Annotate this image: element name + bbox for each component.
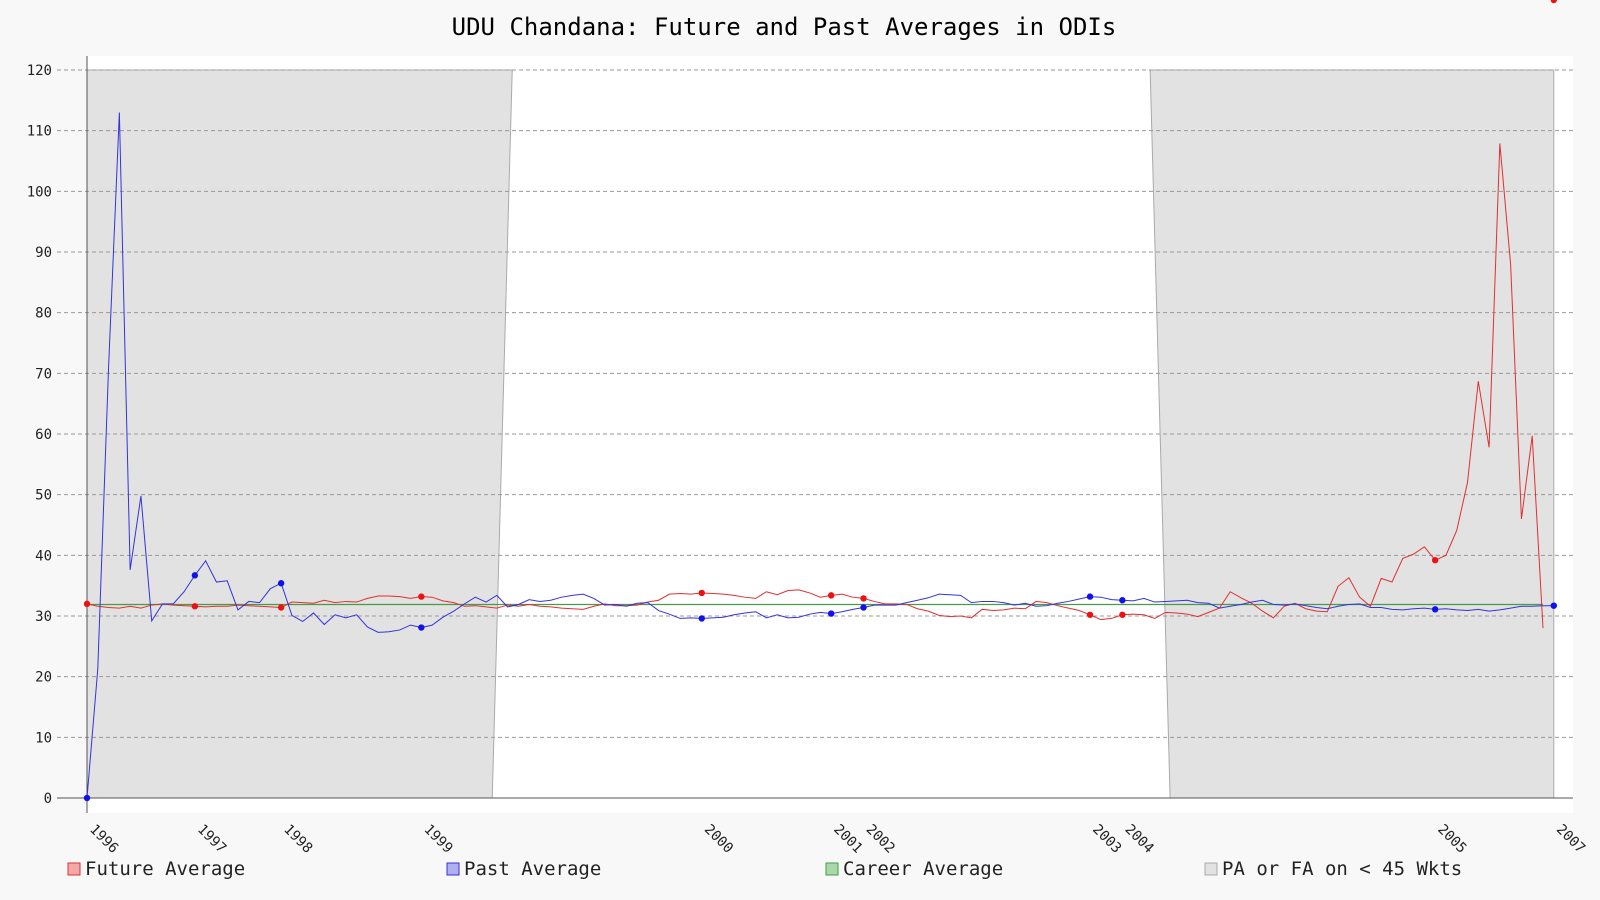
y-tick-label: 60	[35, 427, 52, 443]
legend-label-career-average: Career Average	[843, 858, 1003, 880]
chart-title: UDU Chandana: Future and Past Averages i…	[452, 13, 1117, 41]
legend-swatch-past-average	[446, 862, 460, 876]
y-tick-label: 20	[35, 670, 52, 686]
x-tick-label: 1997	[194, 822, 229, 857]
future-average-point	[827, 592, 835, 599]
y-tick-label: 30	[35, 609, 52, 625]
past-average-point	[191, 572, 199, 579]
future-average-point	[1086, 611, 1094, 618]
past-average-point	[1086, 593, 1094, 600]
y-tick-label: 90	[35, 245, 52, 261]
future-average-point	[860, 595, 867, 602]
past-average-line	[86, 112, 1554, 799]
past-average-point	[277, 580, 285, 587]
legend-swatch-career-average	[825, 862, 839, 876]
past-average-point	[418, 624, 425, 631]
y-tick-label: 110	[27, 124, 52, 140]
past-average-point	[827, 610, 835, 617]
x-tick-label: 2000	[701, 822, 736, 857]
legend-swatch-pa-or-fa-on-45-wkts	[1204, 862, 1218, 876]
past-average-point	[1550, 602, 1557, 609]
y-tick-label: 0	[44, 791, 52, 807]
x-tick-label: 2004	[1122, 822, 1157, 857]
legend-label-future-average: Future Average	[85, 858, 245, 880]
y-tick-label: 70	[35, 366, 52, 382]
y-tick-label: 40	[35, 548, 52, 564]
x-tick-label: 2003	[1089, 822, 1124, 857]
future-average-point	[277, 604, 285, 611]
future-average-point	[1119, 611, 1126, 618]
legend-label-pa-or-fa-on-45-wkts: PA or FA on < 45 Wkts	[1222, 858, 1462, 880]
legend-label-past-average: Past Average	[464, 858, 601, 880]
x-tick-label: 2005	[1434, 822, 1469, 857]
past-average-point	[1119, 597, 1126, 604]
x-tick-label: 2007	[1553, 822, 1588, 857]
past-average-point	[1431, 606, 1439, 613]
x-tick-label: 2002	[863, 822, 898, 857]
future-average-point	[191, 603, 199, 610]
future-average-point	[418, 593, 425, 600]
y-tick-label: 120	[27, 63, 52, 79]
x-tick-label: 1998	[280, 822, 315, 857]
legend-swatch-future-average	[67, 862, 81, 876]
y-tick-label: 80	[35, 306, 52, 322]
past-average-point	[83, 794, 91, 802]
future-average-line	[86, 143, 1544, 629]
x-tick-label: 1996	[86, 822, 121, 857]
future-average-point	[1550, 0, 1557, 4]
future-average-point	[1431, 556, 1439, 564]
y-tick-label: 100	[27, 184, 52, 200]
past-average-point	[860, 604, 867, 611]
y-tick-label: 50	[35, 488, 52, 504]
x-tick-label: 2001	[830, 822, 865, 857]
future-average-point	[83, 600, 91, 608]
x-tick-label: 1999	[421, 822, 456, 857]
y-tick-label: 10	[35, 730, 52, 746]
past-average-point	[698, 615, 705, 622]
future-average-point	[698, 589, 705, 597]
